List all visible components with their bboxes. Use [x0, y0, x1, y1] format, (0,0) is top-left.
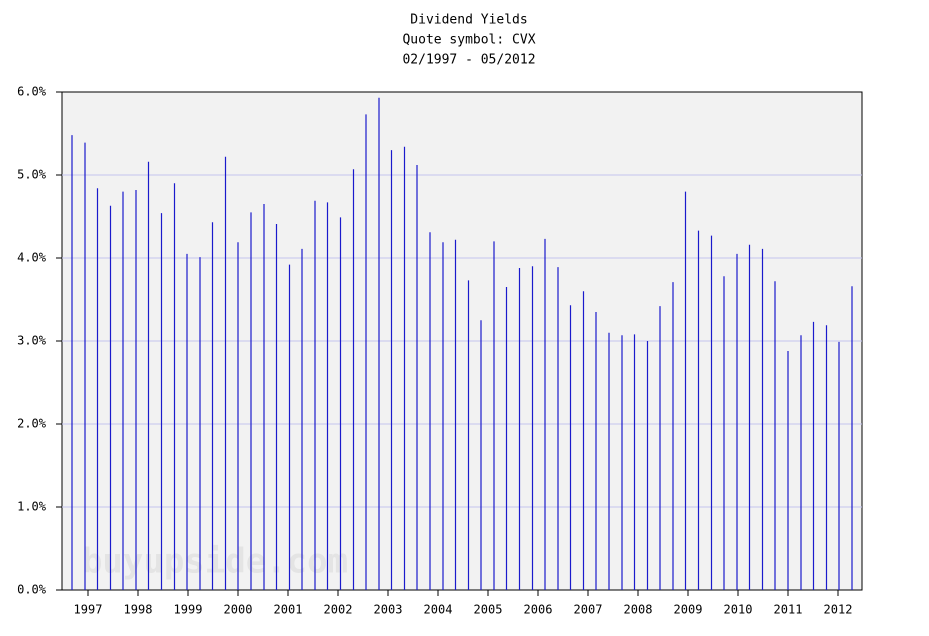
x-tick-label: 2002 [324, 603, 353, 617]
x-tick-label: 1997 [74, 603, 103, 617]
y-tick-label: 1.0% [17, 500, 47, 514]
y-tick-label: 5.0% [17, 168, 47, 182]
x-tick-label: 1998 [124, 603, 153, 617]
x-tick-label: 2001 [274, 603, 303, 617]
x-tick-label: 2005 [474, 603, 503, 617]
date-range: 02/1997 - 05/2012 [402, 53, 535, 68]
y-tick-label: 4.0% [17, 251, 47, 265]
y-tick-label: 6.0% [17, 85, 47, 99]
x-tick-label: 2010 [724, 603, 753, 617]
chart-title: Dividend Yields [410, 13, 527, 28]
chart-subtitle: Quote symbol: CVX [402, 33, 535, 48]
watermark: buyupside.com [82, 542, 348, 582]
x-tick-label: 2008 [624, 603, 653, 617]
x-tick-label: 2012 [824, 603, 853, 617]
x-tick-label: 2007 [574, 603, 603, 617]
x-tick-label: 2000 [224, 603, 253, 617]
x-tick-label: 1999 [174, 603, 203, 617]
x-tick-label: 2004 [424, 603, 453, 617]
y-tick-label: 2.0% [17, 417, 47, 431]
x-tick-label: 2003 [374, 603, 403, 617]
y-tick-label: 3.0% [17, 334, 47, 348]
x-tick-label: 2011 [774, 603, 803, 617]
x-tick-label: 2009 [674, 603, 703, 617]
x-tick-label: 2006 [524, 603, 553, 617]
y-tick-label: 0.0% [17, 583, 47, 597]
